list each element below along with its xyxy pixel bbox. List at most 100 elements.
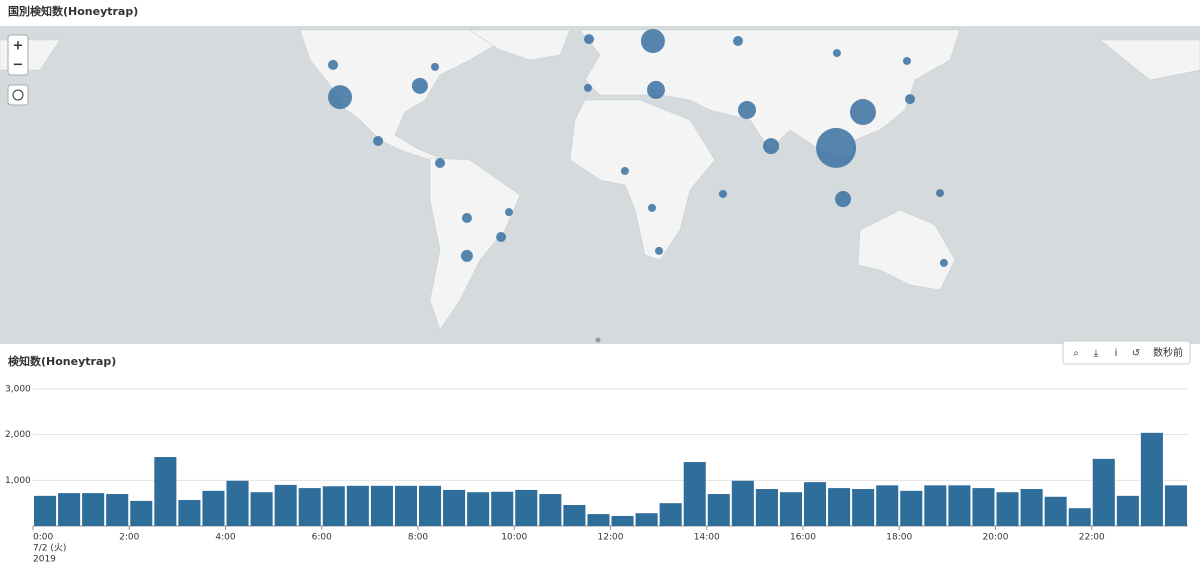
map-bubble [902,56,911,65]
bar [178,499,201,526]
x-tick-label: 2:00 [119,533,139,543]
bar [876,485,899,526]
bar [467,492,490,526]
map-bubble [832,49,841,58]
x-year-label: 2019 [33,555,56,565]
bar [587,514,610,526]
bar [1020,489,1043,526]
map-bubble [640,29,665,54]
map-bubble [935,189,944,198]
x-tick-label: 4:00 [215,533,235,543]
bar [539,494,562,526]
map-bubble [939,258,948,267]
bar [394,485,417,526]
bar [130,500,153,526]
map-bubble [655,246,664,255]
bar [274,484,297,526]
bar [202,490,225,526]
map-bubble [648,203,657,212]
bar [635,513,658,526]
locate-button[interactable] [7,84,29,106]
resize-handle [595,337,601,343]
map-bubble [461,212,472,223]
map-bubble [496,231,507,242]
bar [707,494,730,526]
bar [828,488,851,526]
bar [1092,458,1115,526]
zoom-box [7,34,29,76]
bar [924,485,947,526]
x-tick-label: 10:00 [501,533,527,543]
y-tick-label: 1,000 [5,476,31,486]
x-tick-label: 8:00 [408,533,428,543]
bar [226,480,249,526]
y-tick-label: 2,000 [5,430,31,440]
map-bubble [328,59,339,70]
map-bubble [583,83,592,92]
map-title: 国別検知数(Honeytrap) [8,4,138,18]
map-bubble [816,127,857,168]
map-bubble [411,77,428,94]
map-bubble [835,191,852,208]
bar [419,485,442,526]
locate-icon [12,89,24,101]
bar [346,485,369,526]
map-bubble [328,85,353,110]
chart-title: 検知数(Honeytrap) [8,354,116,368]
x-tick-label: 22:00 [1079,533,1105,543]
search-icon[interactable]: ⌕ [1073,348,1079,359]
x-tick-label: 16:00 [790,533,816,543]
bar [322,486,345,526]
land [0,29,1200,331]
bar [34,495,57,526]
bar [1044,496,1067,526]
map-bubble [738,100,757,119]
toolbar-box [1062,340,1191,365]
x-tick-label: 20:00 [983,533,1009,543]
bar [563,504,586,526]
map-bubble [504,208,513,217]
bar [779,492,802,526]
refresh-icon[interactable]: ↺ [1132,348,1140,359]
map-bubble [733,36,744,47]
x-tick-label: 18:00 [886,533,912,543]
bar [1164,485,1187,526]
info-icon[interactable]: i [1115,348,1118,359]
bar [250,492,273,526]
x-tick-label: 12:00 [598,533,624,543]
bar [154,457,177,526]
bar [900,490,923,526]
bar [515,489,538,526]
map-bubble [430,62,439,71]
bar [804,482,827,526]
bar [611,515,634,526]
zoom-out[interactable]: − [13,58,24,73]
y-tick-label: 3,000 [5,385,31,395]
toolbar: ⌕ ⤓ i ↺ 数秒前 [1062,340,1191,365]
bar [443,489,466,526]
x-tick-label: 6:00 [312,533,332,543]
x-date-label: 7/2 (火) [33,543,66,554]
export-icon[interactable]: ⤓ [1094,348,1099,359]
x-tick-label: 0:00 [33,533,53,543]
bar [58,493,81,526]
map-bubble [584,34,595,45]
zoom-in[interactable]: + [13,39,24,54]
bar [948,485,971,526]
map-bubble [620,166,629,175]
map-bubble [718,189,727,198]
bar [683,462,706,526]
bar [82,493,105,526]
map-bubble [763,138,780,155]
map-bubble [460,249,473,262]
zoom-controls: + − [7,34,29,106]
bar [852,489,875,526]
bar [491,491,514,526]
bar [1116,495,1139,526]
map-bubble [373,136,384,147]
bar [731,480,754,526]
bar [1068,508,1091,526]
map-bubble [849,99,876,126]
bar [972,488,995,526]
